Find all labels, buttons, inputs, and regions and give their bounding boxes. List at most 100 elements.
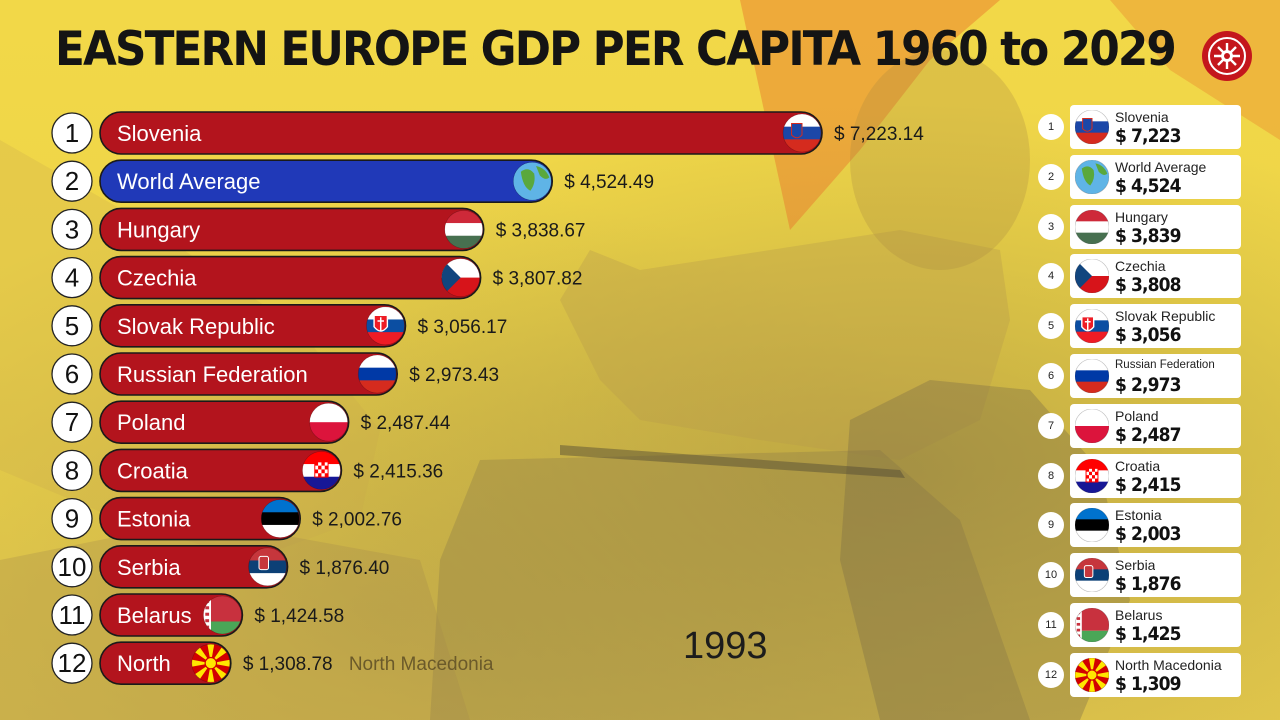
bar-row: 3 Hungary $ 3,838.67 xyxy=(51,207,586,252)
leaderboard-country-name: Poland xyxy=(1115,407,1159,424)
north-macedonia-flag-icon xyxy=(1075,657,1109,692)
serbia-flag-icon xyxy=(248,547,287,587)
bar-row: 12 North $ 1,308.78 North Macedonia xyxy=(51,641,494,686)
leaderboard-rank: 5 xyxy=(1038,313,1064,340)
rank-number: 12 xyxy=(58,648,87,678)
bar-label: Estonia xyxy=(117,507,191,532)
globe-icon xyxy=(512,161,552,201)
bar-row: 4 Czechia $ 3,807.82 xyxy=(51,255,583,300)
value-label: $ 3,056.17 xyxy=(417,317,507,338)
rank-circle xyxy=(51,594,93,636)
leaderboard-country-name: Slovak Republic xyxy=(1115,308,1216,325)
value-label: $ 3,838.67 xyxy=(496,220,586,241)
north-macedonia-flag-icon xyxy=(1075,657,1109,692)
leaderboard-card: Belarus $ 1,425 xyxy=(1070,603,1241,647)
rank-number: 7 xyxy=(65,407,79,437)
leaderboard-country-name: World Average xyxy=(1115,158,1207,175)
leaderboard-rank: 1 xyxy=(1038,114,1064,140)
czechia-flag-icon xyxy=(1075,259,1109,294)
slovenia-flag-icon xyxy=(782,113,822,153)
croatia-flag-icon xyxy=(1075,458,1109,493)
leaderboard-country-name: Belarus xyxy=(1115,607,1163,623)
leaderboard-row: 8 Croatia $ 2,415 xyxy=(1036,453,1246,498)
bar-label: Czechia xyxy=(117,266,197,291)
sun-emblem-icon[interactable] xyxy=(1201,30,1253,82)
leaderboard-row: 12 North Macedonia $ 1,309 xyxy=(1036,652,1246,697)
leaderboard-card: Hungary $ 3,839 xyxy=(1070,204,1241,249)
leaderboard-country-name: Estonia xyxy=(1115,507,1162,524)
bar xyxy=(99,111,823,155)
rank-number: 4 xyxy=(65,263,79,293)
bar xyxy=(99,544,289,589)
leaderboard-country-name: Serbia xyxy=(1115,557,1156,574)
leaderboard-rank: 3 xyxy=(1038,213,1064,240)
leaderboard-rank: 10 xyxy=(1038,562,1064,589)
leaderboard-rank: 11 xyxy=(1038,612,1064,638)
croatia-flag-icon xyxy=(302,451,341,490)
bar-label: World Average xyxy=(117,169,261,194)
hungary-flag-icon xyxy=(1075,209,1109,244)
leaderboard-value: $ 3,839 xyxy=(1115,224,1182,247)
hungary-flag-icon xyxy=(1075,209,1109,244)
leaderboard-card: Serbia $ 1,876 xyxy=(1070,553,1241,598)
leaderboard-card: World Average $ 4,524 xyxy=(1070,154,1241,199)
rank-circle xyxy=(51,353,93,395)
leaderboard-country-name: North Macedonia xyxy=(1115,656,1222,673)
croatia-flag-icon xyxy=(1075,458,1109,493)
rank-number: 11 xyxy=(59,600,86,630)
bar-row: 7 Poland $ 2,487.44 xyxy=(51,400,451,445)
trailing-country-name: North Macedonia xyxy=(349,654,494,675)
leaderboard-card: Croatia $ 2,415 xyxy=(1070,453,1241,498)
value-label: $ 4,524.49 xyxy=(564,172,654,193)
hungary-flag-icon xyxy=(444,210,484,249)
globe-icon xyxy=(1075,159,1109,194)
bar-label: Slovak Republic xyxy=(117,314,275,339)
rank-circle xyxy=(51,546,93,588)
belarus-flag-icon xyxy=(1075,608,1109,642)
leaderboard-row: 4 Czechia $ 3,808 xyxy=(1036,254,1246,299)
leaderboard-row: 2 World Average $ 4,524 xyxy=(1036,154,1246,199)
leaderboard-row: 11 Belarus $ 1,425 xyxy=(1036,603,1246,647)
serbia-flag-icon xyxy=(1075,558,1109,593)
bar-row: 9 Estonia $ 2,002.76 xyxy=(51,496,402,541)
leaderboard-card: Estonia $ 2,003 xyxy=(1070,503,1241,548)
leaderboard-card: Russian Federation $ 2,973 xyxy=(1070,354,1241,398)
slovakia-flag-icon xyxy=(1075,309,1109,344)
value-label: $ 2,973.43 xyxy=(409,365,499,386)
leaderboard-rank: 4 xyxy=(1038,263,1064,290)
poland-flag-icon xyxy=(309,402,348,442)
rank-number: 10 xyxy=(58,552,87,582)
belarus-flag-icon xyxy=(1075,608,1109,642)
rank-number: 8 xyxy=(65,455,79,485)
bar-label: Poland xyxy=(117,410,186,435)
rank-number: 3 xyxy=(65,214,79,244)
year-label: 1993 xyxy=(683,625,768,667)
rank-number: 6 xyxy=(65,359,79,389)
rank-circle xyxy=(51,642,93,684)
leaderboard: 1 Slovenia $ 7,223 2 World Average $ 4,524 3 Hu… xyxy=(1036,105,1246,697)
bar xyxy=(99,255,482,300)
rank-number: 5 xyxy=(65,311,79,341)
rank-circle xyxy=(51,208,93,251)
rank-circle xyxy=(51,160,93,202)
leaderboard-country-name: Hungary xyxy=(1115,208,1168,225)
bar-label: Belarus xyxy=(117,603,192,628)
bar-row: 8 Croatia $ 2,415.36 xyxy=(51,448,443,493)
leaderboard-country-name: Czechia xyxy=(1115,258,1166,275)
leaderboard-card: North Macedonia $ 1,309 xyxy=(1070,652,1241,697)
bar-row: 5 Slovak Republic $ 3,056.17 xyxy=(51,303,507,348)
bar-label: Slovenia xyxy=(117,121,202,146)
leaderboard-country-name: Croatia xyxy=(1115,457,1161,474)
bar-label: Russian Federation xyxy=(117,362,308,387)
leaderboard-value: $ 2,003 xyxy=(1115,523,1182,546)
rank-circle xyxy=(51,497,93,540)
leaderboard-rank: 12 xyxy=(1038,661,1064,688)
value-label: $ 3,807.82 xyxy=(493,269,583,290)
rank-circle xyxy=(51,449,93,492)
leaderboard-value: $ 3,056 xyxy=(1115,324,1182,347)
leaderboard-row: 6 Russian Federation $ 2,973 xyxy=(1036,354,1246,398)
leaderboard-rank: 8 xyxy=(1038,462,1064,489)
bar-chart: 1 Slovenia $ 7,223.14 2 World Average $ 4,524… xyxy=(51,111,924,686)
leaderboard-card: Poland $ 2,487 xyxy=(1070,403,1241,448)
russia-flag-icon xyxy=(357,354,397,394)
